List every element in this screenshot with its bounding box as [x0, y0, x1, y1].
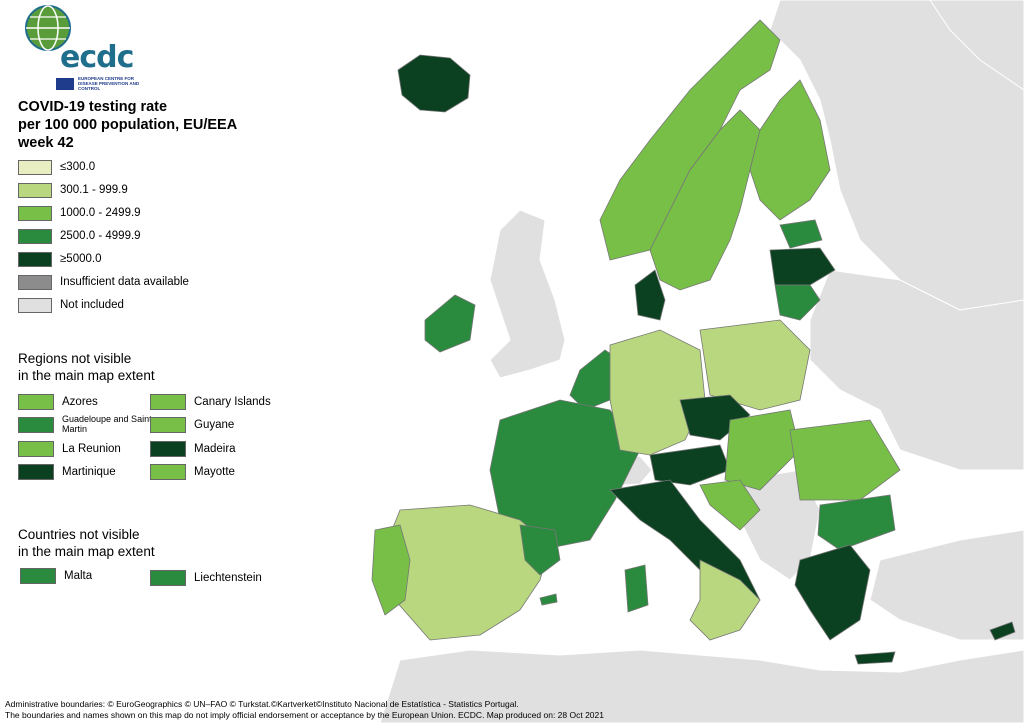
legend-label: 1000.0 - 2499.9	[60, 207, 141, 219]
slovakia-hungary-region	[724, 409, 801, 491]
region-label: Martinique	[62, 466, 116, 478]
region-label: Azores	[62, 396, 98, 408]
latvia-region	[769, 247, 836, 286]
country-swatch	[20, 568, 56, 584]
portugal-region	[371, 524, 411, 616]
bulgaria-region	[817, 494, 896, 551]
austria-region	[649, 444, 731, 486]
italy-south-region	[689, 559, 761, 641]
turkey	[869, 529, 1024, 641]
region-swatch	[18, 394, 54, 410]
poland-region	[699, 319, 811, 411]
not-included-land	[379, 0, 1024, 723]
legend-label: ≥5000.0	[60, 253, 102, 265]
globe-icon	[25, 5, 71, 51]
legend-label: 300.1 - 999.9	[60, 184, 128, 196]
region-label: Mayotte	[194, 466, 235, 478]
map-title: COVID-19 testing rate per 100 000 popula…	[18, 98, 318, 152]
country-swatch	[150, 570, 186, 586]
legend-label: Insufficient data available	[60, 276, 189, 288]
footer-line-1: Administrative boundaries: © EuroGeograp…	[5, 699, 519, 709]
sardinia-region	[624, 564, 649, 613]
title-line-2: per 100 000 population, EU/EEA	[18, 117, 238, 133]
region-label: La Reunion	[62, 443, 121, 455]
legend-swatch	[18, 275, 52, 290]
region-label: Guadeloupe and Saint Martin	[62, 414, 152, 434]
north-africa	[379, 649, 1024, 723]
region-swatch	[150, 441, 186, 457]
logo-subtitle: EUROPEAN CENTRE FOR DISEASE PREVENTION A…	[78, 76, 140, 91]
legend-swatch	[18, 252, 52, 267]
eu-eea-countries	[371, 19, 1016, 665]
region-swatch	[18, 464, 54, 480]
greenland-corner	[929, 0, 1024, 91]
ecdc-logo: ecdc EUROPEAN CENTRE FOR DISEASE PREVENT…	[18, 4, 139, 91]
region-swatch	[150, 394, 186, 410]
legend-swatch	[18, 206, 52, 221]
estonia-region	[779, 219, 823, 249]
legend-label: Not included	[60, 299, 124, 311]
eu-flag-icon	[56, 78, 74, 90]
cyprus-region	[989, 621, 1016, 641]
region-swatch	[150, 417, 186, 433]
crete-region	[854, 651, 896, 665]
legend-swatch	[18, 298, 52, 313]
legend-swatch	[18, 183, 52, 198]
france-region	[489, 399, 641, 551]
russia-north	[769, 0, 1024, 311]
legend-swatch	[18, 229, 52, 244]
footer-line-2: The boundaries and names shown on this m…	[5, 710, 604, 720]
countries-section-title: Countries not visible in the main map ex…	[18, 526, 318, 560]
finland-region	[749, 79, 831, 221]
logo-text: ecdc	[60, 40, 134, 75]
balearic-region	[539, 593, 558, 606]
regions-section-title: Regions not visible in the main map exte…	[18, 350, 318, 384]
regions-title-line-1: Regions not visible	[18, 351, 132, 366]
catalonia-region	[519, 524, 561, 576]
belarus-ukraine	[809, 269, 1024, 471]
lithuania-region	[774, 284, 821, 321]
denmark-region	[634, 269, 666, 321]
uk-mainland	[489, 209, 566, 379]
legend-label: 2500.0 - 4999.9	[60, 230, 141, 242]
legend-label: ≤300.0	[60, 161, 96, 173]
germany-region	[609, 329, 706, 456]
ireland-region	[424, 294, 476, 353]
region-swatch	[18, 441, 54, 457]
country-label: Malta	[64, 570, 93, 582]
title-line-3: week 42	[18, 135, 74, 151]
region-swatch	[150, 464, 186, 480]
romania-region	[789, 419, 901, 501]
countries-title-line-1: Countries not visible	[18, 527, 140, 542]
title-line-1: COVID-19 testing rate	[18, 99, 168, 115]
country-label: Liechtenstein	[194, 572, 262, 584]
iceland-region	[397, 54, 471, 113]
region-swatch	[18, 417, 54, 433]
croatia-slovenia-region	[699, 479, 761, 531]
greece-region	[794, 544, 871, 641]
region-label: Madeira	[194, 443, 236, 455]
region-label: Guyane	[194, 419, 235, 431]
region-label: Canary Islands	[194, 396, 271, 408]
regions-title-line-2: in the main map extent	[18, 368, 155, 383]
footer: Administrative boundaries: © EuroGeograp…	[5, 699, 604, 721]
countries-title-line-2: in the main map extent	[18, 544, 155, 559]
legend-swatch	[18, 160, 52, 175]
